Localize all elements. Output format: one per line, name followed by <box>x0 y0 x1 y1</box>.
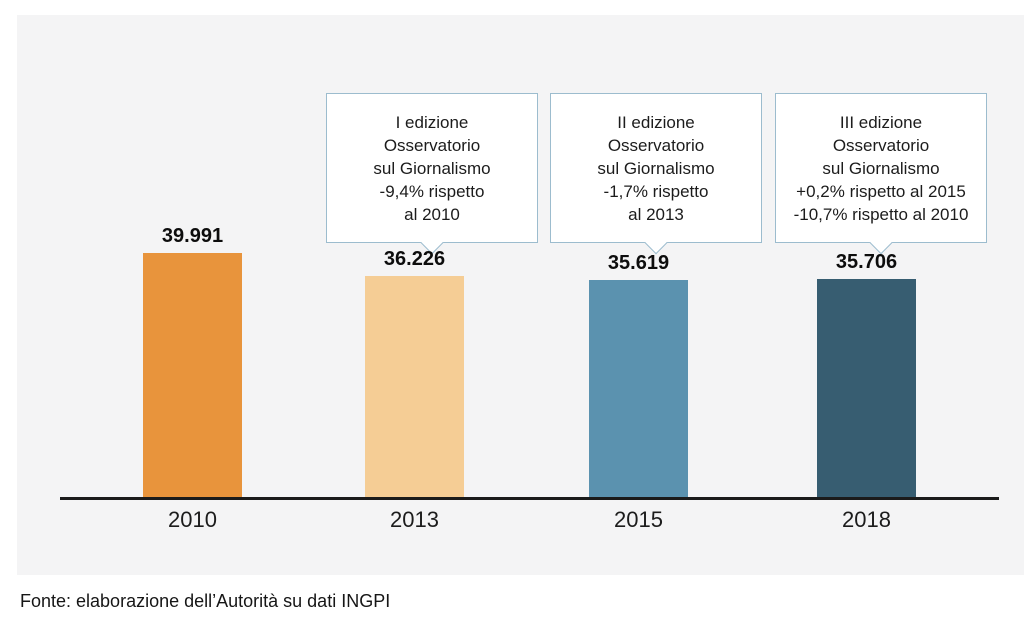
x-axis-line <box>60 497 999 500</box>
bar-2015 <box>589 280 688 497</box>
bar-column-2013: 36.226 <box>365 225 464 497</box>
x-axis-label-2015: 2015 <box>614 507 663 532</box>
bar-2013 <box>365 276 464 497</box>
callout-2015: II edizione Osservatorio sul Giornalismo… <box>550 93 762 243</box>
callout-line: al 2013 <box>628 204 684 224</box>
callout-line: -9,4% rispetto <box>379 181 485 201</box>
bar-column-2018: 35.706 <box>817 225 916 497</box>
bar-value-label: 39.991 <box>161 225 224 247</box>
callout-line: -10,7% rispetto al 2010 <box>793 204 969 224</box>
callout-line: II edizione <box>617 112 695 132</box>
callout-line: sul Giornalismo <box>597 158 715 178</box>
callout-line: I edizione <box>395 112 469 132</box>
callout-line: al 2010 <box>404 204 460 224</box>
bar-column-2015: 35.619 <box>589 225 688 497</box>
bar-2010 <box>143 253 242 497</box>
callout-line: III edizione <box>839 112 923 132</box>
x-axis-label-2013: 2013 <box>390 507 439 532</box>
callout-line: Osservatorio <box>832 135 930 155</box>
bar-value-label: 35.619 <box>607 252 670 274</box>
callout-line: sul Giornalismo <box>373 158 491 178</box>
bar-column-2010: 39.991 <box>143 225 242 497</box>
callout-line: sul Giornalismo <box>822 158 940 178</box>
callout-line: Osservatorio <box>607 135 705 155</box>
callout-2013: I edizione Osservatorio sul Giornalismo … <box>326 93 538 243</box>
x-axis-label-2010: 2010 <box>168 507 217 532</box>
callout-line: Osservatorio <box>383 135 481 155</box>
bar-2018 <box>817 279 916 497</box>
bar-value-label: 35.706 <box>835 251 898 273</box>
callout-2018: III edizione Osservatorio sul Giornalism… <box>775 93 987 243</box>
callout-line: -1,7% rispetto <box>603 181 709 201</box>
x-axis-label-2018: 2018 <box>842 507 891 532</box>
callout-line: +0,2% rispetto al 2015 <box>796 181 966 201</box>
source-note: Fonte: elaborazione dell’Autorità su dat… <box>20 591 391 611</box>
bar-value-label: 36.226 <box>383 248 446 270</box>
